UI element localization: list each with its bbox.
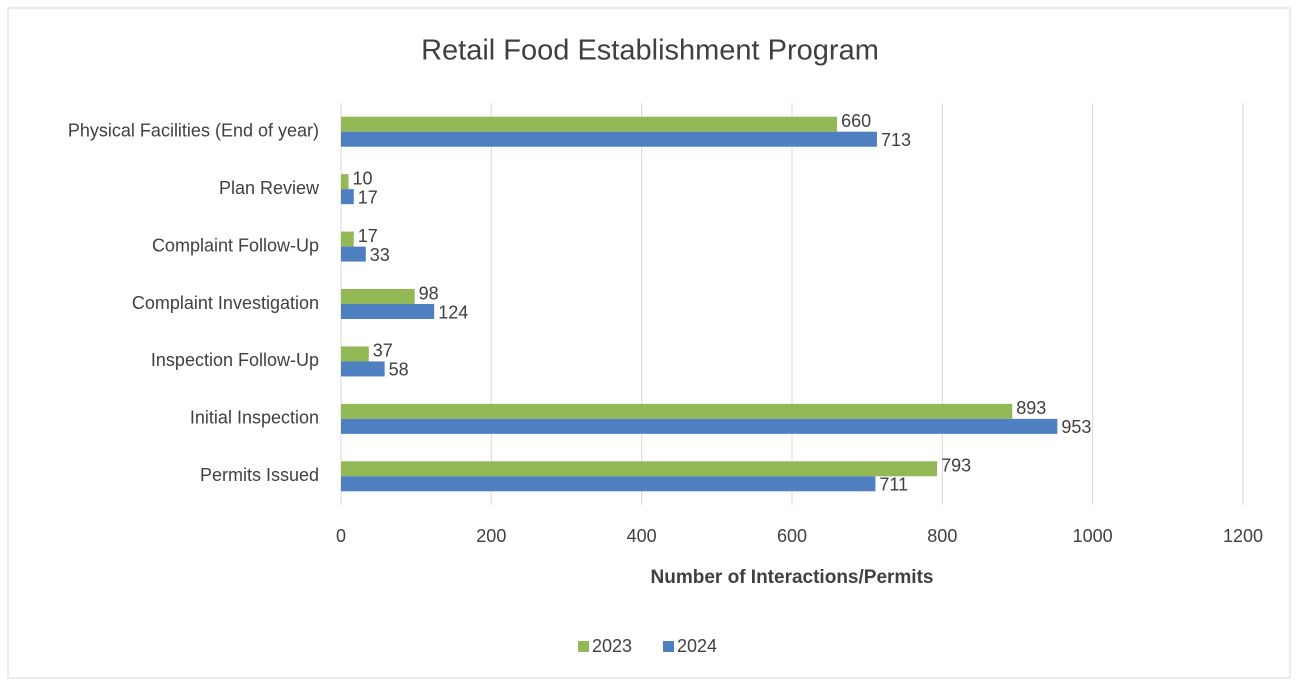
bar xyxy=(341,476,876,492)
data-label: 711 xyxy=(879,475,908,495)
x-tick-label: 800 xyxy=(927,526,957,546)
bar xyxy=(341,189,354,205)
y-tick-label: Initial Inspection xyxy=(190,408,319,428)
x-tick-label: 600 xyxy=(777,526,807,546)
bar xyxy=(341,304,435,319)
bar xyxy=(341,231,354,247)
x-tick-label: 1200 xyxy=(1223,526,1263,546)
bar xyxy=(341,289,415,304)
data-label: 10 xyxy=(353,168,373,188)
x-axis-title: Number of Interactions/Permits xyxy=(651,567,934,588)
legend-label: 2024 xyxy=(677,636,717,656)
data-label: 793 xyxy=(941,456,971,476)
chart-frame xyxy=(7,7,1291,679)
legend-swatch xyxy=(578,641,589,652)
bar xyxy=(341,346,369,362)
data-label: 37 xyxy=(373,341,393,361)
bar xyxy=(341,418,1058,434)
data-label: 713 xyxy=(881,130,911,150)
data-label: 953 xyxy=(1061,417,1091,437)
bar xyxy=(341,246,366,262)
data-label: 893 xyxy=(1016,398,1046,418)
legend-swatch xyxy=(663,641,674,652)
data-label: 17 xyxy=(358,187,378,207)
bar xyxy=(341,361,385,377)
bar xyxy=(341,174,349,190)
y-tick-label: Permits Issued xyxy=(200,465,319,485)
y-tick-label: Inspection Follow-Up xyxy=(151,350,319,370)
data-label: 17 xyxy=(358,226,378,246)
x-tick-label: 0 xyxy=(336,526,346,546)
data-label: 124 xyxy=(438,302,468,322)
y-tick-label: Plan Review xyxy=(219,178,320,198)
y-tick-label: Complaint Investigation xyxy=(132,293,319,313)
data-label: 98 xyxy=(419,283,439,303)
data-label: 660 xyxy=(841,111,871,131)
bar xyxy=(341,403,1013,419)
bar xyxy=(341,461,938,477)
data-label: 58 xyxy=(389,360,409,380)
y-tick-label: Physical Facilities (End of year) xyxy=(68,120,319,140)
bar xyxy=(341,131,877,147)
data-label: 33 xyxy=(370,245,390,265)
x-tick-label: 1000 xyxy=(1073,526,1113,546)
x-tick-label: 200 xyxy=(476,526,506,546)
x-tick-label: 400 xyxy=(627,526,657,546)
chart-title: Retail Food Establishment Program xyxy=(421,35,879,67)
bar xyxy=(341,116,838,132)
legend-label: 2023 xyxy=(592,636,632,656)
y-tick-label: Complaint Follow-Up xyxy=(152,235,319,255)
